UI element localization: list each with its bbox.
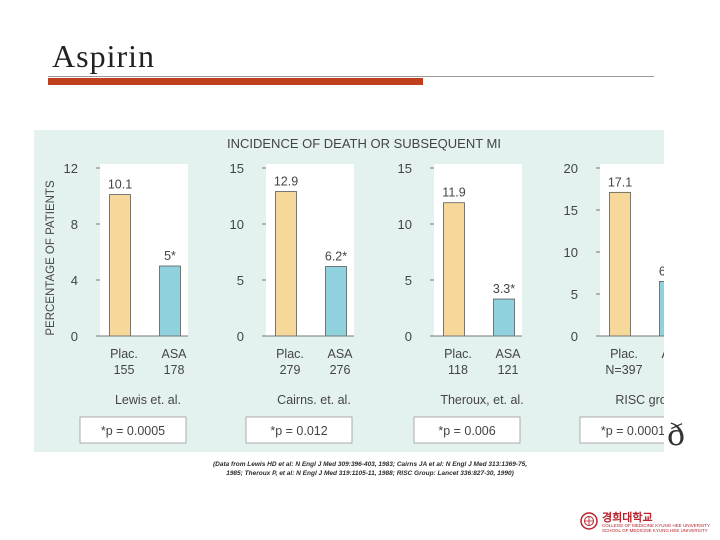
bar-asa xyxy=(493,298,515,337)
title-divider xyxy=(48,76,654,77)
title-accent-bar xyxy=(48,78,423,85)
y-tick-label: 10 xyxy=(564,245,578,260)
y-tick-label: 0 xyxy=(571,329,578,344)
bar-plac xyxy=(609,191,631,337)
y-tick-label: 0 xyxy=(405,329,412,344)
university-seal-icon xyxy=(580,512,598,530)
bar-n-label: 118 xyxy=(448,363,468,377)
bar-n-label: N=397 xyxy=(605,363,642,377)
y-tick-label: 20 xyxy=(564,161,578,176)
bar-category-label: ASA xyxy=(661,347,664,361)
pvalue-label: *p = 0.006 xyxy=(438,424,495,438)
bar-value-label: 11.9 xyxy=(442,186,465,200)
slide-title: Aspirin xyxy=(52,38,155,74)
pvalue-box xyxy=(579,416,664,444)
y-tick-label: 15 xyxy=(398,161,412,176)
bar-n-label: 155 xyxy=(114,363,135,377)
pvalue-box xyxy=(413,416,521,444)
bar-value-label: 17.1 xyxy=(608,175,632,189)
y-tick-label: 4 xyxy=(71,273,78,288)
y-tick-label: 12 xyxy=(64,161,78,176)
y-tick-label: 5 xyxy=(571,287,578,302)
pvalue-box xyxy=(79,416,187,444)
bar-category-label: Plac. xyxy=(110,347,138,361)
bar-plac xyxy=(443,202,465,337)
y-tick-label: 10 xyxy=(230,217,244,232)
y-tick-label: 15 xyxy=(564,203,578,218)
pvalue-label: *p = 0.0005 xyxy=(101,424,165,438)
y-axis-label: PERCENTAGE OF PATIENTS xyxy=(45,180,57,336)
y-tick-label: 5 xyxy=(405,273,412,288)
bar-category-label: Plac. xyxy=(444,347,472,361)
incidence-chart-figure: INCIDENCE OF DEATH OR SUBSEQUENT MI PERC… xyxy=(34,130,664,452)
bar-category-label: Plac. xyxy=(276,347,304,361)
panel-1: 0 4 8 12 10.1 Plac. 155 5* ASA 178 Lewis et. al. *p… xyxy=(64,161,188,444)
pvalue-label: *p = 0.0001 xyxy=(601,424,664,438)
logo-subtitle-line-1: COLLEGE OF MEDICINE KYUNG HEE UNIVERSITY xyxy=(602,523,711,528)
bar-category-label: ASA xyxy=(327,347,353,361)
logo-name: 경희대학교 xyxy=(602,512,653,524)
bar-plac xyxy=(275,191,297,337)
logo-subtitle-line-2: SCHOOL OF MEDICINE KYUNG HEE UNIVERSITY xyxy=(602,528,708,533)
figure-citation: (Data from Lewis HD et al: N Engl J Med … xyxy=(120,460,620,478)
logo-subtitle: COLLEGE OF MEDICINE KYUNG HEE UNIVERSITY… xyxy=(602,523,710,533)
study-label: RISC group xyxy=(615,393,664,407)
bar-value-label: 6.5* xyxy=(659,264,664,278)
bar-asa xyxy=(159,265,181,337)
y-tick-label: 15 xyxy=(230,161,244,176)
chart-title: INCIDENCE OF DEATH OR SUBSEQUENT MI xyxy=(227,136,501,151)
bar-value-label: 5* xyxy=(164,249,176,263)
bar-asa xyxy=(325,266,347,337)
bar-category-label: ASA xyxy=(161,347,187,361)
y-tick-label: 10 xyxy=(398,217,412,232)
bar-n-label: 276 xyxy=(330,363,351,377)
study-label: Cairns. et. al. xyxy=(277,393,351,407)
y-tick-label: 0 xyxy=(71,329,78,344)
university-logo: 경희대학교 COLLEGE OF MEDICINE KYUNG HEE UNIV… xyxy=(580,508,712,538)
bar-n-label: 178 xyxy=(164,363,185,377)
citation-line-2: 1985; Theroux P, et al: N Engl J Med 319… xyxy=(226,470,514,477)
bar-category-label: Plac. xyxy=(610,347,638,361)
bar-value-label: 10.1 xyxy=(108,178,132,192)
bar-value-label: 3.3* xyxy=(493,282,515,296)
study-label: Theroux, et. al. xyxy=(440,393,523,407)
bar-plac xyxy=(109,194,131,337)
y-tick-label: 8 xyxy=(71,217,78,232)
citation-line-1: (Data from Lewis HD et al: N Engl J Med … xyxy=(212,461,528,468)
bar-n-label: 279 xyxy=(280,363,301,377)
panel-3: 0 5 10 15 11.9 Plac. 118 3.3* ASA 121 Theroux, et.… xyxy=(398,161,524,444)
pvalue-box xyxy=(245,416,353,444)
bar-asa xyxy=(659,280,664,337)
study-label: Lewis et. al. xyxy=(115,393,181,407)
y-tick-label: 0 xyxy=(237,329,244,344)
bar-n-label: 121 xyxy=(498,363,519,377)
bar-value-label: 12.9 xyxy=(274,175,298,189)
stray-glyph: ð xyxy=(667,418,686,453)
bar-category-label: ASA xyxy=(495,347,521,361)
y-tick-label: 5 xyxy=(237,273,244,288)
pvalue-label: *p = 0.012 xyxy=(270,424,327,438)
bar-value-label: 6.2* xyxy=(325,250,347,264)
panel-2: 0 5 10 15 12.9 Plac. 279 6.2* ASA 276 Cairns. et. … xyxy=(230,161,354,444)
